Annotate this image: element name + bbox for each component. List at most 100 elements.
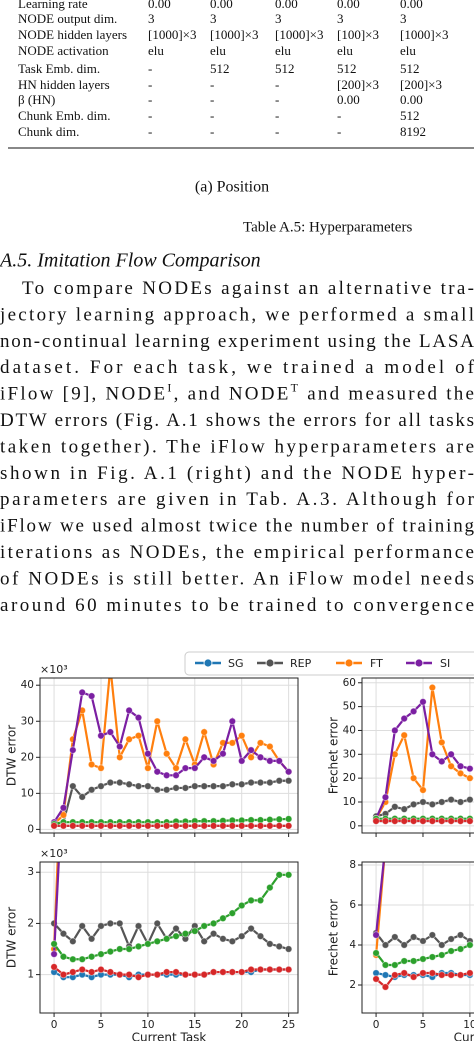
table-cell: [1000]×3 — [210, 27, 259, 42]
series-marker — [266, 965, 274, 974]
table-cell: 512 — [400, 108, 420, 123]
series-marker — [256, 965, 265, 974]
table-cell: elu — [148, 43, 164, 58]
y-tick-label: 2 — [349, 979, 356, 991]
y-tick-label: 30 — [343, 748, 356, 760]
series-marker — [116, 945, 124, 953]
table-cell: - — [148, 92, 152, 107]
series-marker — [87, 952, 96, 961]
table-cell: 0.00 — [148, 0, 171, 11]
series-marker — [447, 795, 455, 804]
series-marker — [59, 804, 68, 812]
series-marker — [181, 784, 190, 792]
series-marker — [134, 973, 143, 981]
series-marker — [97, 782, 105, 790]
series-marker — [391, 971, 399, 979]
series-marker — [284, 822, 293, 830]
series-marker — [400, 969, 408, 977]
y-tick-label: 20 — [343, 772, 356, 784]
series-marker — [153, 717, 161, 725]
series-marker — [438, 798, 446, 806]
series-marker — [69, 968, 77, 976]
series-marker — [97, 965, 105, 974]
series-marker — [219, 782, 227, 790]
series-marker — [419, 798, 427, 806]
y-tick-label: 40 — [21, 679, 34, 691]
legend-marker — [265, 658, 275, 668]
series-marker — [125, 822, 133, 830]
y-tick-label: 4 — [349, 939, 356, 951]
series-marker — [238, 731, 246, 740]
series-marker — [391, 933, 399, 941]
series-marker — [256, 753, 265, 762]
table-cell: - — [275, 77, 279, 92]
series-marker — [162, 771, 171, 780]
y-tick-label: 0 — [349, 820, 356, 832]
series-marker — [69, 782, 77, 790]
series-marker — [372, 817, 380, 825]
y-tick-label: 2 — [27, 917, 34, 929]
series-marker — [78, 955, 86, 963]
series-marker — [172, 822, 180, 830]
series-marker — [419, 937, 427, 945]
series-marker — [228, 968, 237, 976]
series-marker — [191, 970, 199, 979]
series-marker — [466, 817, 474, 825]
table-cell: 0.00 — [275, 0, 298, 11]
table-caption: Table A.5: Hyperparameters — [243, 219, 412, 235]
plot-area — [40, 678, 298, 833]
series-marker — [97, 731, 105, 740]
series-marker — [400, 941, 408, 949]
series-marker — [200, 728, 208, 736]
series-marker — [125, 735, 133, 743]
paragraph-line: of NODEs is still better. An iFlow model… — [0, 569, 474, 590]
series-marker — [400, 805, 408, 813]
series-marker — [247, 965, 255, 974]
series-marker — [419, 969, 427, 977]
series-marker — [400, 731, 408, 739]
series-line — [374, 862, 385, 936]
series-marker — [228, 909, 237, 917]
series-marker — [284, 777, 293, 785]
series-marker — [275, 757, 283, 765]
series-marker — [134, 922, 143, 930]
series-marker — [69, 822, 77, 830]
series-marker — [266, 778, 274, 787]
series-marker — [181, 764, 190, 772]
series-marker — [50, 822, 58, 830]
table-cell: - — [148, 124, 152, 139]
series-marker — [59, 952, 68, 961]
series-marker — [200, 822, 208, 830]
series-marker — [400, 714, 408, 723]
subcaption: (a) Position — [195, 179, 269, 196]
series-marker — [228, 822, 237, 830]
table-cell: - — [337, 124, 341, 139]
series-marker — [219, 968, 227, 976]
series-marker — [438, 971, 446, 979]
series-marker — [125, 780, 133, 789]
y-tick-label: 50 — [343, 701, 356, 713]
series-marker — [106, 919, 115, 928]
y-tick-label: 0 — [27, 823, 34, 835]
text-run: taken together). The iFlow hyperparamete… — [0, 437, 474, 458]
text-run: and measured the — [300, 384, 474, 405]
series-marker — [50, 950, 58, 958]
series-marker — [134, 822, 143, 830]
paragraph-line: iFlow [9], NODE I, and NODE T and measured… — [0, 380, 474, 405]
paragraph-line: shown in Fig. A.1 (right) and the NODE h… — [0, 463, 474, 484]
series-marker — [372, 931, 380, 939]
series-marker — [456, 769, 465, 778]
series-marker — [256, 932, 265, 940]
legend-label: SG — [228, 657, 244, 670]
paragraph-line: around 60 minutes to be trained to conve… — [0, 595, 474, 616]
text-run: around 60 minutes to be trained to conve… — [0, 595, 474, 616]
series-marker — [266, 815, 274, 824]
table-cell: 512 — [400, 61, 420, 76]
series-marker — [69, 746, 77, 754]
series-marker — [428, 931, 437, 939]
table-cell: 0.00 — [400, 92, 423, 107]
x-tick-label: 25 — [282, 1019, 295, 1031]
x-tick-label: 15 — [188, 1019, 201, 1031]
table-cell: 3 — [210, 11, 217, 26]
